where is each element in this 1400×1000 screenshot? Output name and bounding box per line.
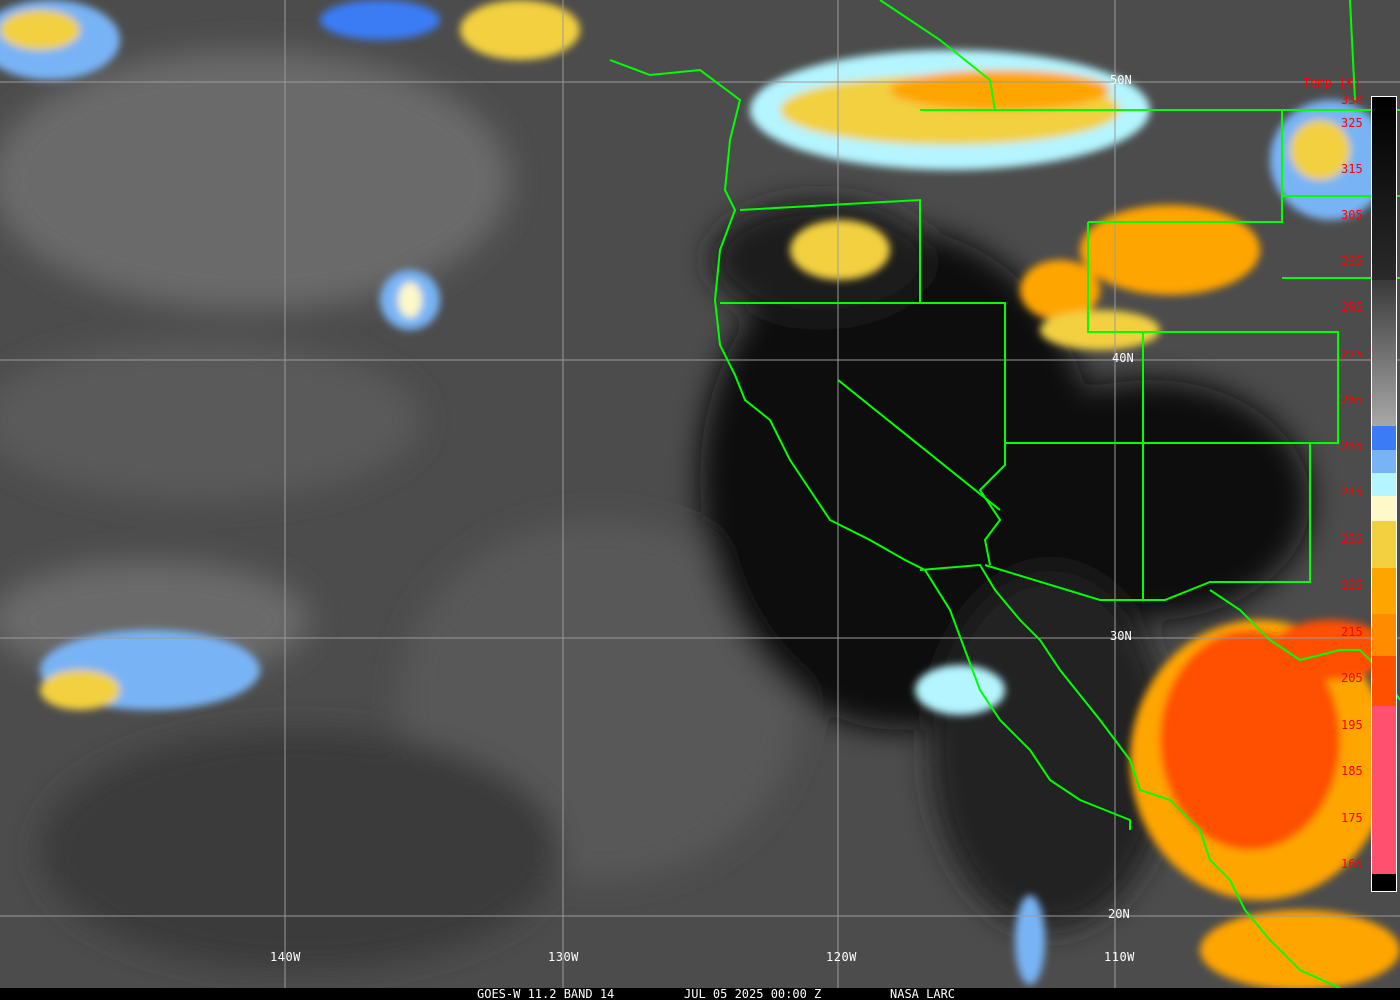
colorbar-tick-label: 185 — [1341, 764, 1363, 778]
colorbar-tick-label: 165 — [1341, 857, 1363, 871]
colorbar-tick-label: 275 — [1341, 347, 1363, 361]
satellite-label: GOES-W 11.2 BAND 14 — [477, 987, 615, 1000]
temperature-colorbar — [1371, 96, 1397, 892]
colorbar-tick-label: 175 — [1341, 811, 1363, 825]
colorbar-tick-label: 295 — [1341, 254, 1363, 268]
colorbar-tick-label: 265 — [1341, 393, 1363, 407]
colorbar-tick-label: 195 — [1341, 718, 1363, 732]
latitude-label: 20N — [1108, 907, 1130, 921]
colorbar-tick-label: 225 — [1341, 578, 1363, 592]
political-boundaries — [609, 0, 1400, 988]
colorbar-tick-label: 315 — [1341, 162, 1363, 176]
longitude-label: 140W — [270, 950, 301, 964]
longitude-label: 130W — [548, 950, 579, 964]
colorbar-tick-label: 305 — [1341, 208, 1363, 222]
latitude-label: 50N — [1110, 73, 1132, 87]
datetime-label: JUL 05 2025 00:00 Z — [684, 987, 822, 1000]
colorbar-tick-label: 325 — [1341, 116, 1363, 130]
longitude-label: 110W — [1104, 950, 1135, 964]
colorbar-tick-label: 245 — [1341, 485, 1363, 499]
colorbar-tick-label: 255 — [1341, 439, 1363, 453]
longitude-label: 120W — [826, 950, 857, 964]
latitude-label: 40N — [1112, 351, 1134, 365]
caption-bar: GOES-W 11.2 BAND 14 JUL 05 2025 00:00 Z … — [0, 988, 1400, 1000]
colorbar-tick-label: 205 — [1341, 671, 1363, 685]
source-label: NASA LARC — [890, 987, 956, 1000]
colorbar-tick-label: 215 — [1341, 625, 1363, 639]
colorbar-tick-label: 285 — [1341, 300, 1363, 314]
latitude-label: 30N — [1110, 629, 1132, 643]
colorbar-tick-label: 330 — [1341, 93, 1363, 107]
colorbar-tick-label: 235 — [1341, 532, 1363, 546]
colorbar-title: Temp [K] — [1303, 76, 1361, 90]
cloud-field — [0, 50, 1310, 970]
